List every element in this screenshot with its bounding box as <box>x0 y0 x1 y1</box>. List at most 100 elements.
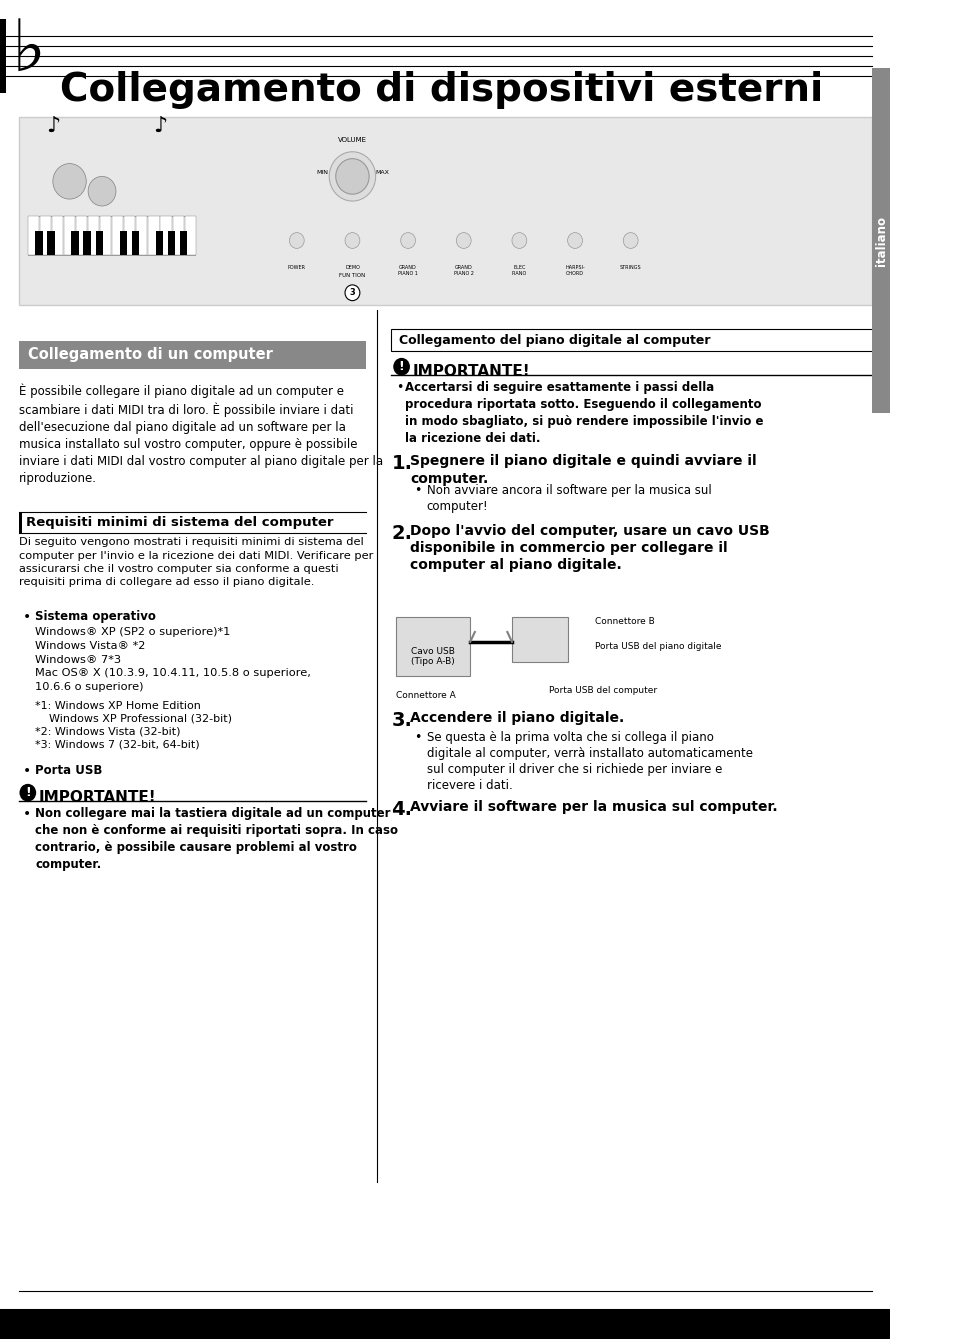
Bar <box>180 230 187 256</box>
Text: HARPSI-
CHORD: HARPSI- CHORD <box>565 265 585 276</box>
Text: VOLUME: VOLUME <box>338 137 367 143</box>
Circle shape <box>623 233 638 249</box>
Bar <box>160 216 172 256</box>
Bar <box>71 230 79 256</box>
Text: MAX: MAX <box>375 170 389 175</box>
Text: Windows® 7*3: Windows® 7*3 <box>36 655 121 664</box>
Circle shape <box>289 233 304 249</box>
Bar <box>100 216 111 256</box>
Bar <box>96 230 103 256</box>
Circle shape <box>456 233 471 249</box>
Bar <box>872 68 890 412</box>
Bar <box>84 230 91 256</box>
Bar <box>64 216 75 256</box>
Text: È possibile collegare il piano digitale ad un computer e
scambiare i dati MIDI t: È possibile collegare il piano digitale … <box>18 383 383 485</box>
Text: POWER: POWER <box>288 265 306 270</box>
Bar <box>0 1310 890 1339</box>
Text: *3: Windows 7 (32-bit, 64-bit): *3: Windows 7 (32-bit, 64-bit) <box>36 739 200 750</box>
Bar <box>0 19 872 107</box>
Bar <box>124 216 135 256</box>
Bar <box>112 216 123 256</box>
Bar <box>40 216 51 256</box>
Text: !: ! <box>398 360 404 374</box>
Text: Se questa è la prima volta che si collega il piano
digitale al computer, verrà i: Se questa è la prima volta che si colleg… <box>426 731 753 791</box>
Circle shape <box>345 285 360 301</box>
Text: Collegamento del piano digitale al computer: Collegamento del piano digitale al compu… <box>398 333 710 347</box>
Text: •: • <box>23 806 32 821</box>
Circle shape <box>53 163 86 200</box>
Circle shape <box>19 783 36 802</box>
Circle shape <box>329 151 375 201</box>
Text: Connettore B: Connettore B <box>595 617 655 627</box>
Circle shape <box>336 158 370 194</box>
Bar <box>28 216 39 256</box>
Text: •: • <box>396 380 403 394</box>
Text: •: • <box>415 485 422 497</box>
Text: ELEC
PIANO: ELEC PIANO <box>512 265 527 276</box>
Text: ♭: ♭ <box>12 15 45 86</box>
Circle shape <box>345 233 360 249</box>
Text: ♪: ♪ <box>153 116 167 137</box>
Bar <box>136 216 148 256</box>
Bar <box>18 511 367 533</box>
Text: Windows Vista® *2: Windows Vista® *2 <box>36 641 146 651</box>
Text: FUN TION: FUN TION <box>339 273 366 279</box>
Bar <box>392 329 883 351</box>
Text: Avviare il software per la musica sul computer.: Avviare il software per la musica sul co… <box>410 799 778 814</box>
Text: italiano: italiano <box>875 216 888 265</box>
Text: GRAND
PIANO 2: GRAND PIANO 2 <box>454 265 473 276</box>
Bar <box>396 617 470 676</box>
Text: Non collegare mai la tastiera digitale ad un computer
che non è conforme ai requ: Non collegare mai la tastiera digitale a… <box>36 806 398 870</box>
Circle shape <box>400 233 416 249</box>
Text: 3: 3 <box>349 288 355 297</box>
Bar <box>512 617 567 661</box>
Text: Requisiti minimi di sistema del computer: Requisiti minimi di sistema del computer <box>26 516 333 529</box>
Text: Accendere il piano digitale.: Accendere il piano digitale. <box>410 711 624 724</box>
Text: STRINGS: STRINGS <box>620 265 641 270</box>
Bar <box>28 216 195 256</box>
Text: Porta USB: Porta USB <box>36 765 103 777</box>
Text: Dopo l'avvio del computer, usare un cavo USB
disponibile in commercio per colleg: Dopo l'avvio del computer, usare un cavo… <box>410 524 770 572</box>
Text: Windows XP Professional (32-bit): Windows XP Professional (32-bit) <box>36 714 232 724</box>
Bar <box>149 216 159 256</box>
Text: I-9: I-9 <box>844 1319 862 1332</box>
Circle shape <box>512 233 527 249</box>
Bar <box>132 230 139 256</box>
Text: •: • <box>23 611 32 624</box>
Text: Accertarsi di seguire esattamente i passi della
procedura riportata sotto. Esegu: Accertarsi di seguire esattamente i pass… <box>405 380 764 445</box>
Text: Di seguito vengono mostrati i requisiti minimi di sistema del
computer per l'inv: Di seguito vengono mostrati i requisiti … <box>18 537 372 586</box>
Text: Collegamento di dispositivi esterni: Collegamento di dispositivi esterni <box>60 71 824 108</box>
Bar <box>120 230 127 256</box>
Bar <box>88 216 99 256</box>
Text: Porta USB del piano digitale: Porta USB del piano digitale <box>595 641 722 651</box>
Bar <box>156 230 163 256</box>
Bar <box>184 216 196 256</box>
Text: Sistema operativo: Sistema operativo <box>36 611 156 623</box>
Text: 3.: 3. <box>392 711 412 730</box>
Text: 4.: 4. <box>392 799 413 818</box>
Text: DEMO: DEMO <box>345 265 360 270</box>
Text: Spegnere il piano digitale e quindi avviare il
computer.: Spegnere il piano digitale e quindi avvi… <box>410 454 756 486</box>
Text: IMPORTANTE!: IMPORTANTE! <box>413 364 530 379</box>
Text: GRAND
PIANO 1: GRAND PIANO 1 <box>398 265 418 276</box>
Text: *2: Windows Vista (32-bit): *2: Windows Vista (32-bit) <box>36 727 180 736</box>
Text: •: • <box>23 765 32 778</box>
Text: Windows® XP (SP2 o superiore)*1: Windows® XP (SP2 o superiore)*1 <box>36 627 230 637</box>
Text: Porta USB del computer: Porta USB del computer <box>549 686 658 695</box>
Text: Connettore A: Connettore A <box>396 691 456 700</box>
Circle shape <box>88 177 116 206</box>
Bar <box>18 118 872 304</box>
Text: 10.6.6 o superiore): 10.6.6 o superiore) <box>36 683 144 692</box>
Text: IMPORTANTE!: IMPORTANTE! <box>39 790 156 805</box>
Bar <box>52 216 63 256</box>
Circle shape <box>567 233 583 249</box>
Bar <box>0 19 6 92</box>
Bar <box>36 230 42 256</box>
Circle shape <box>394 358 410 376</box>
Bar <box>76 216 87 256</box>
Text: MIN: MIN <box>317 170 328 175</box>
Bar <box>47 230 55 256</box>
Text: 1.: 1. <box>392 454 413 474</box>
Bar <box>173 216 183 256</box>
Bar <box>18 511 22 533</box>
